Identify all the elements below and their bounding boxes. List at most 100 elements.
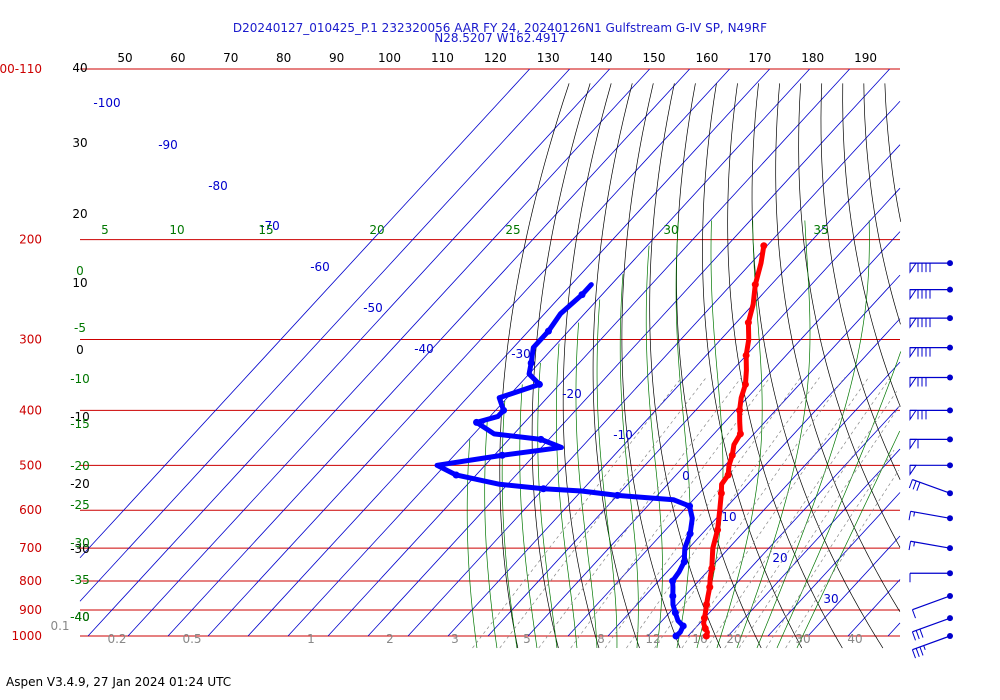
moist-adiabat-line bbox=[619, 274, 639, 649]
moist-adiabat-line bbox=[796, 430, 901, 649]
moist-adiabat-label: -35 bbox=[70, 573, 90, 587]
isotherm-label: -10 bbox=[613, 428, 633, 442]
isotherm-label: -60 bbox=[310, 260, 330, 274]
top-axis-tick-label: 160 bbox=[695, 51, 718, 65]
moist-adiabat-label: -15 bbox=[70, 417, 90, 431]
wind-barb-flag bbox=[911, 649, 916, 659]
theta-e-label: 10 bbox=[169, 223, 184, 237]
mixing-ratio-line bbox=[604, 377, 801, 649]
isotherm-line bbox=[247, 68, 770, 637]
pressure-tick-label: 100-110 bbox=[0, 62, 42, 76]
dewpoint-point bbox=[527, 359, 535, 367]
wind-barb bbox=[909, 570, 953, 583]
temperature-point bbox=[724, 471, 732, 479]
moist-adiabat-line bbox=[675, 220, 691, 649]
dry-adiabat-line bbox=[727, 83, 843, 649]
theta-e-label: 30 bbox=[663, 223, 678, 237]
pressure-tick-label: 700 bbox=[19, 541, 42, 555]
top-axis-tick-label: 130 bbox=[537, 51, 560, 65]
altitude-tick-label: 30 bbox=[72, 136, 87, 150]
moist-adiabat-line bbox=[466, 439, 478, 649]
wind-barb bbox=[908, 478, 953, 497]
altitude-tick-label: -10 bbox=[70, 410, 90, 424]
dry-adiabat-line bbox=[499, 83, 570, 649]
mixing-ratio-label: 0.1 bbox=[50, 619, 69, 633]
wind-barb-flag bbox=[911, 631, 916, 641]
moist-adiabat-label: -10 bbox=[70, 372, 90, 386]
isotherm-line bbox=[87, 68, 610, 637]
dewpoint-point bbox=[498, 451, 506, 459]
moist-adiabat-line bbox=[716, 220, 763, 649]
theta-e-label: 15 bbox=[258, 223, 273, 237]
isotherm-label: 20 bbox=[772, 551, 787, 565]
mixing-ratio-label: 12 bbox=[645, 632, 660, 646]
moist-adiabat-line bbox=[776, 351, 902, 649]
mixing-ratio-label: 20 bbox=[726, 632, 741, 646]
wind-barb-staff bbox=[912, 595, 951, 611]
dewpoint-point bbox=[544, 327, 552, 335]
top-axis-tick-label: 50 bbox=[117, 51, 132, 65]
altitude-tick-label: 0 bbox=[76, 343, 84, 357]
temperature-point bbox=[700, 614, 708, 622]
moist-adiabat-line bbox=[556, 343, 578, 649]
isotherm-line bbox=[687, 405, 901, 637]
mixing-ratio-label: 2 bbox=[386, 632, 394, 646]
dry-adiabat-line bbox=[884, 83, 902, 222]
wind-barb-half-flag bbox=[913, 511, 916, 517]
mixing-ratio-label: 1 bbox=[307, 632, 315, 646]
theta-e-label: 20 bbox=[369, 223, 384, 237]
isotherm-line bbox=[447, 144, 901, 637]
isotherm-layer bbox=[79, 68, 901, 637]
top-axis-tick-label: 150 bbox=[643, 51, 666, 65]
dry-adiabat-line bbox=[562, 83, 612, 649]
isotherm-line bbox=[727, 448, 901, 637]
altitude-tick-label: -40 bbox=[70, 610, 90, 624]
pressure-tick-label: 400 bbox=[19, 403, 42, 417]
pressure-tick-label: 500 bbox=[19, 458, 42, 472]
dry-adiabat-line bbox=[621, 83, 681, 649]
isotherm-line bbox=[327, 68, 850, 637]
dry-adiabat-layer bbox=[499, 83, 902, 649]
altitude-tick-label: 40 bbox=[72, 61, 87, 75]
dry-adiabat-line bbox=[676, 83, 762, 649]
wind-barb-staff bbox=[910, 510, 951, 519]
moist-adiabat-layer bbox=[466, 220, 902, 649]
wind-barb-layer bbox=[908, 260, 953, 659]
wind-barb bbox=[909, 407, 953, 422]
temperature-point bbox=[736, 406, 744, 414]
dewpoint-point bbox=[539, 485, 547, 493]
chart-location: N28.5207 W162.4917 bbox=[434, 31, 566, 45]
dry-adiabat-line bbox=[531, 83, 591, 649]
dewpoint-point bbox=[671, 609, 679, 617]
temperature-point bbox=[706, 583, 714, 591]
wind-barb-half-flag bbox=[923, 645, 926, 650]
mixing-ratio-label: 8 bbox=[597, 632, 605, 646]
mixing-ratio-label: 40 bbox=[847, 632, 862, 646]
moist-adiabat-label: -20 bbox=[70, 459, 90, 473]
dewpoint-point bbox=[680, 558, 688, 566]
wind-barb-flag bbox=[911, 609, 916, 619]
wind-barb-flag bbox=[919, 646, 924, 656]
dry-adiabat-line bbox=[775, 83, 901, 612]
moist-adiabat-line bbox=[537, 362, 558, 649]
moist-adiabat-line bbox=[575, 322, 598, 649]
mixing-ratio-label: 0.5 bbox=[182, 632, 201, 646]
wind-barb-pennant bbox=[909, 409, 917, 422]
wind-barb bbox=[911, 633, 953, 659]
moist-adiabat-line bbox=[736, 220, 811, 649]
wind-barb bbox=[909, 260, 953, 274]
temperature-point bbox=[728, 451, 736, 459]
dry-adiabat-line bbox=[798, 83, 901, 548]
theta-e-label: 25 bbox=[505, 223, 520, 237]
isotherm-line bbox=[407, 100, 901, 637]
isotherm-label: 30 bbox=[823, 592, 838, 606]
dewpoint-point bbox=[672, 632, 680, 640]
mixing-ratio-line bbox=[538, 377, 742, 649]
temperature-point bbox=[736, 430, 744, 438]
isotherm-line bbox=[207, 68, 730, 637]
theta-e-label: 35 bbox=[813, 223, 828, 237]
moist-adiabat-line bbox=[645, 245, 663, 649]
dewpoint-point bbox=[679, 622, 687, 630]
isotherm-label: -100 bbox=[93, 96, 120, 110]
